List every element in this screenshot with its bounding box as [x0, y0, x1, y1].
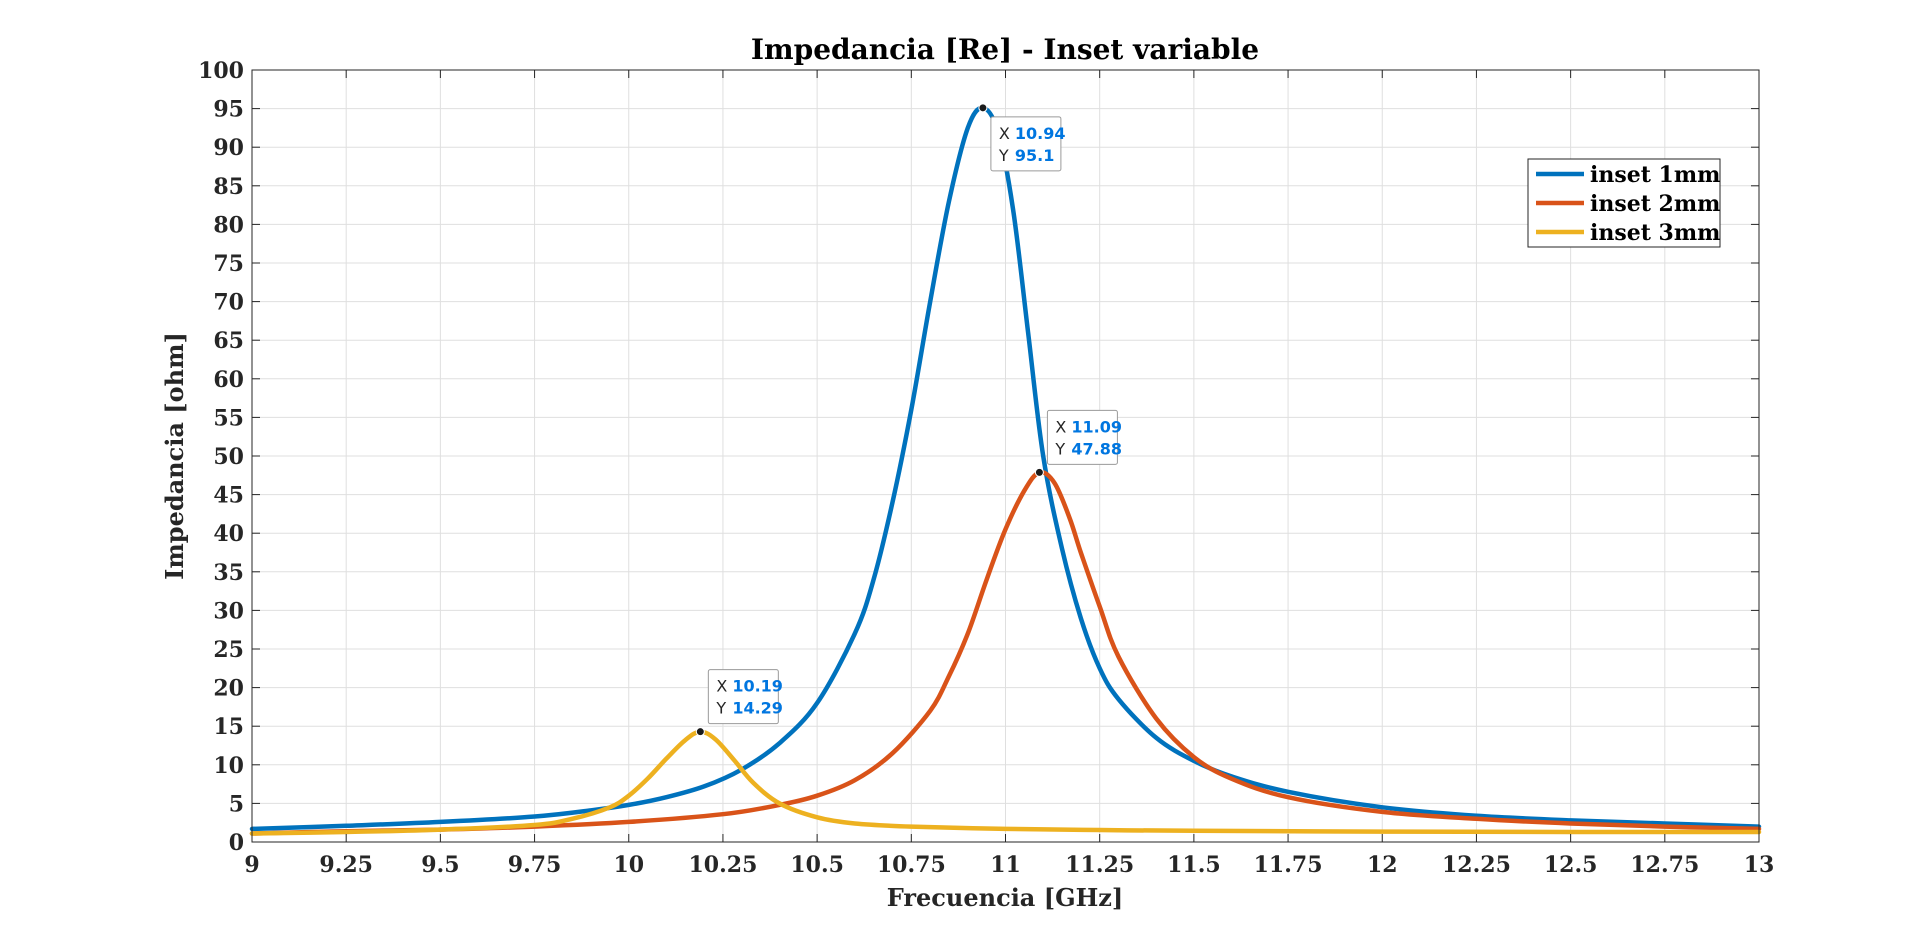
y-tick-label: 100 — [198, 58, 244, 84]
y-tick-label: 55 — [213, 405, 244, 431]
y-tick-label: 15 — [213, 714, 244, 740]
datatip-x-key: X — [999, 124, 1010, 143]
datatip[interactable]: X 10.19 Y 14.29 — [695, 669, 783, 737]
datatip-x-value: 10.19 — [732, 677, 783, 696]
series-line-3[interactable] — [249, 729, 1762, 836]
legend[interactable]: inset 1mm inset 2mm inset 3mm — [1527, 158, 1721, 248]
legend-items: inset 1mm inset 2mm inset 3mm — [1536, 162, 1720, 246]
datatip-y-value: 95.1 — [1015, 146, 1054, 165]
legend-label: inset 1mm — [1590, 162, 1720, 188]
datatip-y-value: 47.88 — [1071, 439, 1122, 458]
ticks — [251, 69, 1760, 843]
legend-item[interactable]: inset 2mm — [1536, 191, 1720, 217]
chart-title: Impedancia [Re] - Inset variable — [751, 33, 1259, 66]
y-tick-label: 65 — [213, 328, 244, 354]
x-tick-label: 11 — [990, 852, 1021, 878]
x-tick-label: 12.25 — [1442, 852, 1511, 878]
datatip-y-key: Y — [1054, 439, 1065, 458]
datatip[interactable]: X 10.94 Y 95.1 — [978, 103, 1066, 172]
x-axis-label: Frecuencia [GHz] — [887, 883, 1123, 912]
x-tick-label: 10.5 — [790, 852, 844, 878]
datatip-marker[interactable] — [695, 727, 705, 737]
y-tick-label: 45 — [213, 483, 244, 509]
y-tick-label: 5 — [229, 791, 244, 817]
y-tick-label: 60 — [213, 367, 244, 393]
y-tick-label: 25 — [213, 637, 244, 663]
y-tick-label: 0 — [229, 830, 244, 856]
y-axis-label: Impedancia [ohm] — [160, 332, 189, 580]
x-tick-label: 10 — [613, 852, 644, 878]
legend-item[interactable]: inset 3mm — [1536, 220, 1720, 246]
datatip-y-key: Y — [715, 699, 726, 718]
x-tick-label: 12.75 — [1630, 852, 1699, 878]
x-tick-label: 9.75 — [508, 852, 562, 878]
y-tick-label: 20 — [213, 676, 244, 702]
datatip-y-value: 14.29 — [732, 699, 783, 718]
legend-label: inset 2mm — [1590, 191, 1720, 217]
datatip-x-value: 10.94 — [1015, 124, 1066, 143]
y-tick-label: 50 — [213, 444, 244, 470]
y-tick-label: 80 — [213, 212, 244, 238]
datatip-box — [707, 669, 779, 725]
y-tick-label: 85 — [213, 174, 244, 200]
datatip-box — [990, 116, 1062, 172]
x-tick-label: 10.25 — [688, 852, 757, 878]
legend-item[interactable]: inset 1mm — [1536, 162, 1720, 188]
grid — [252, 70, 1759, 842]
datatip-marker[interactable] — [1034, 467, 1044, 477]
x-tick-label: 12.5 — [1544, 852, 1598, 878]
y-tick-label: 40 — [213, 521, 244, 547]
datatip-x-key: X — [716, 677, 727, 696]
datatip-marker[interactable] — [978, 103, 988, 113]
y-tick-label: 95 — [213, 97, 244, 123]
x-tick-label: 13 — [1744, 852, 1775, 878]
x-tick-label: 11.75 — [1254, 852, 1323, 878]
series-line-2[interactable] — [249, 469, 1762, 836]
y-tick-label: 90 — [213, 135, 244, 161]
y-tick-label: 30 — [213, 598, 244, 624]
y-tick-labels: 0 5 10 15 20 25 30 35 40 45 50 55 60 65 70 75 80 85 90 95 10… — [198, 58, 244, 856]
x-tick-label: 9.25 — [319, 852, 373, 878]
x-tick-labels: 9 9.25 9.5 9.75 10 10.25 10.5 10.75 11 11.25 11.5 1… — [244, 852, 1774, 878]
x-tick-label: 9 — [244, 852, 259, 878]
y-tick-label: 35 — [213, 560, 244, 586]
legend-label: inset 3mm — [1590, 220, 1720, 246]
x-tick-label: 11.25 — [1065, 852, 1134, 878]
datatip-x-value: 11.09 — [1071, 417, 1122, 436]
x-tick-label: 10.75 — [877, 852, 946, 878]
x-tick-label: 11.5 — [1167, 852, 1221, 878]
x-tick-label: 9.5 — [421, 852, 459, 878]
datatip-y-key: Y — [998, 146, 1009, 165]
y-tick-label: 70 — [213, 290, 244, 316]
datatip-box — [1046, 409, 1118, 465]
y-tick-label: 75 — [213, 251, 244, 277]
datatip-x-key: X — [1055, 417, 1066, 436]
y-tick-label: 10 — [213, 753, 244, 779]
datatip[interactable]: X 11.09 Y 47.88 — [1034, 409, 1122, 477]
x-tick-label: 12 — [1367, 852, 1398, 878]
datatips: X 10.94 Y 95.1 X 11.09 Y 47.88 X 10.19 Y 14.29 — [695, 103, 1122, 737]
